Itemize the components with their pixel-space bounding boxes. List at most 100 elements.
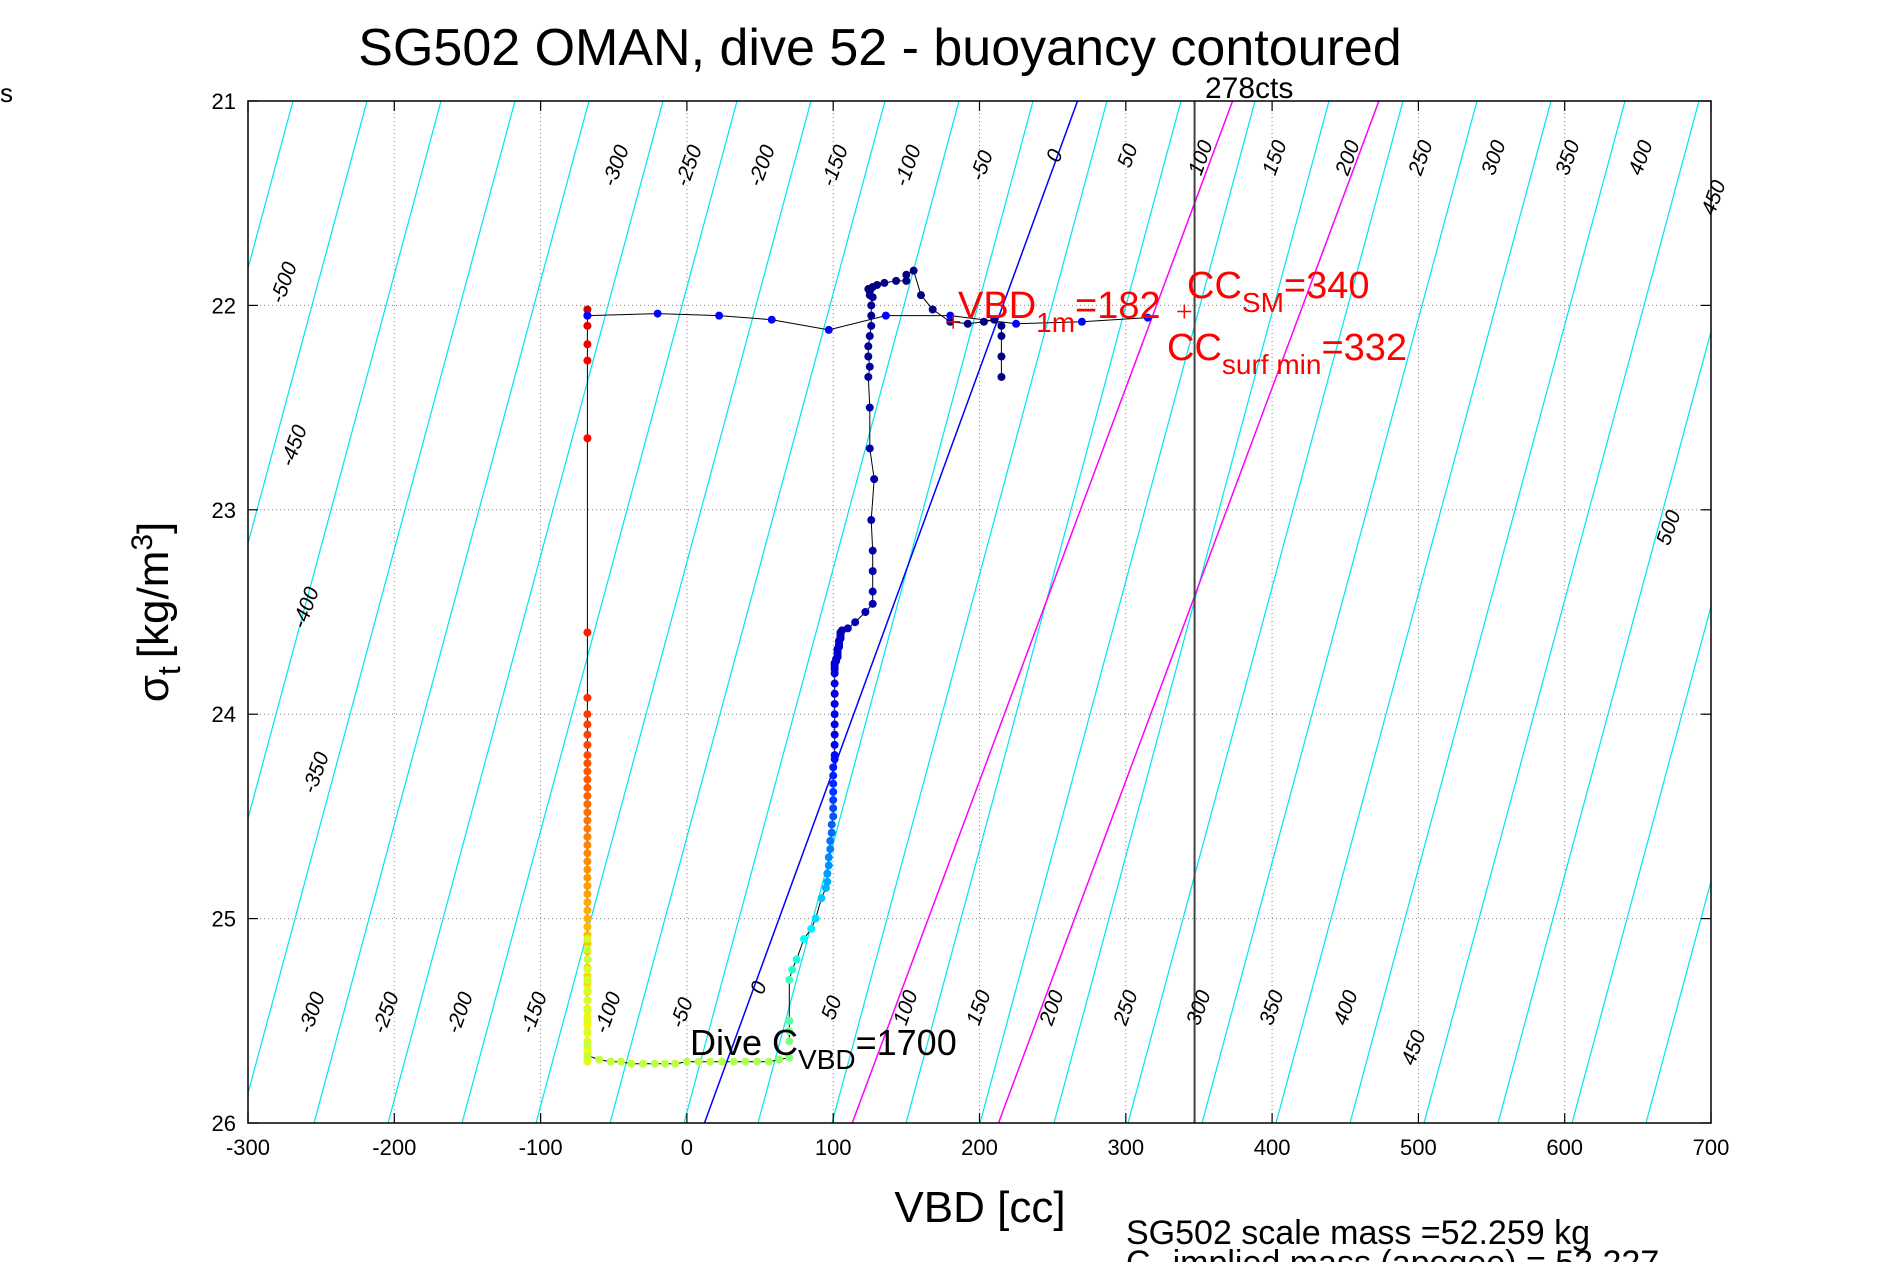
climb-point [865,444,874,453]
buoyancy-contour-line [683,101,960,1123]
climb-point [909,266,918,275]
climb-point [997,372,1006,381]
cc-sm-base: CC [1187,265,1242,307]
contour-label-bottom: -300 [294,989,330,1037]
buoyancy-contour-line [1645,879,1711,1123]
climb-point [865,403,874,412]
contour-label-bottom: 450 [1397,1027,1431,1068]
climb-point [928,305,937,314]
climb-track-line [788,269,1002,1042]
contour-label-top: -450 [276,422,312,470]
y-axis-label-sub: t [151,666,187,675]
climb-point [916,291,925,300]
dive-point [753,1057,762,1066]
vbd-1m-marker [946,314,961,329]
dive-point [660,1059,669,1068]
contour-label-bottom: 350 [1255,987,1289,1028]
dive-point [583,751,592,760]
axis-ticks: -300 -200 -100 0 100 200 300 400 500 600 700212223… [212,89,1730,1160]
climb-point [807,924,816,933]
dive-point [583,832,592,841]
dive-point [583,906,592,915]
dive-point [583,767,592,776]
contour-label-top: -100 [890,142,926,190]
surface-point [1077,317,1086,326]
contour-label-top: -250 [671,142,707,190]
x-tick-label: 0 [681,1135,693,1160]
dive-point [583,898,592,907]
x-tick-label: -300 [226,1135,270,1160]
contour-label-bottom: -200 [442,989,478,1037]
buoyancy-contour-line [1201,101,1478,1123]
climb-point [829,787,838,796]
x-tick-label: 600 [1546,1135,1583,1160]
dive-point [650,1059,659,1068]
dive-point [583,996,592,1005]
y-axis-label: σt [kg/m3] [126,522,187,703]
surface-track-line [587,313,1148,331]
climb-point [829,779,838,788]
y-tick-label: 24 [212,702,236,727]
climb-point [829,812,838,821]
dive-point [682,1057,691,1066]
dive-points [583,266,1192,1068]
contour-label-top: 100 [1184,137,1218,178]
contour-label-top: -150 [817,142,853,190]
climb-point [830,730,839,739]
climb-point [788,965,797,974]
climb-point [843,624,852,633]
surface-point [824,325,833,334]
dive-point [706,1057,715,1066]
climb-point [830,740,839,749]
buoyancy-contour-line [1720,101,1891,1123]
dive-point [775,1055,784,1064]
x-tick-label: 400 [1254,1135,1291,1160]
climb-point [868,599,877,608]
climb-point [979,317,988,326]
dive-point [583,720,592,729]
x-tick-label: -200 [372,1135,416,1160]
y-tick-label: 22 [212,293,236,318]
buoyancy-contour-line [1275,101,1552,1123]
climb-point [829,796,838,805]
buoyancy-contour-line [0,101,145,1123]
dive-point [583,975,592,984]
contour-label-bottom: 150 [962,987,996,1028]
climb-point [785,1037,794,1046]
buoyancy-contour-line [0,101,71,1123]
climb-point [829,771,838,780]
dive-point [617,1057,626,1066]
climb-point [864,372,873,381]
climb-point [902,270,911,279]
dive-point [583,857,592,866]
climb-point [830,710,839,719]
climb-point [880,278,889,287]
y-axis-label-units: [kg/m [129,551,178,659]
climb-point [830,720,839,729]
chart-title: SG502 OMAN, dive 52 - buoyancy contoured [358,19,1401,77]
contour-label-bottom: 300 [1182,987,1216,1028]
climb-point [867,516,876,525]
surface-point [767,315,776,324]
buoyancy-contour-line [831,101,1108,1123]
dive-point [785,1053,794,1062]
climb-point [823,877,832,886]
cc-sm-annotation: CCSM=340 [1187,265,1369,318]
dive-point [583,356,592,365]
buoyancy-contour-line [313,101,590,1123]
vertical-line-label: 278cts [1205,72,1293,105]
x-tick-label: -100 [519,1135,563,1160]
climb-point [864,342,873,351]
y-tick-label: 23 [212,498,236,523]
contour-label-top: 400 [1624,137,1658,178]
climb-point [826,845,835,854]
dive-point [583,1027,592,1036]
climb-point [785,1016,794,1025]
contour-label-top: -500 [266,259,302,307]
contour-label-top: 250 [1404,137,1438,179]
y-tick-label: 25 [212,907,236,932]
contour-label-top: -50 [966,147,998,184]
cc-surf-min-value: =332 [1321,327,1407,369]
